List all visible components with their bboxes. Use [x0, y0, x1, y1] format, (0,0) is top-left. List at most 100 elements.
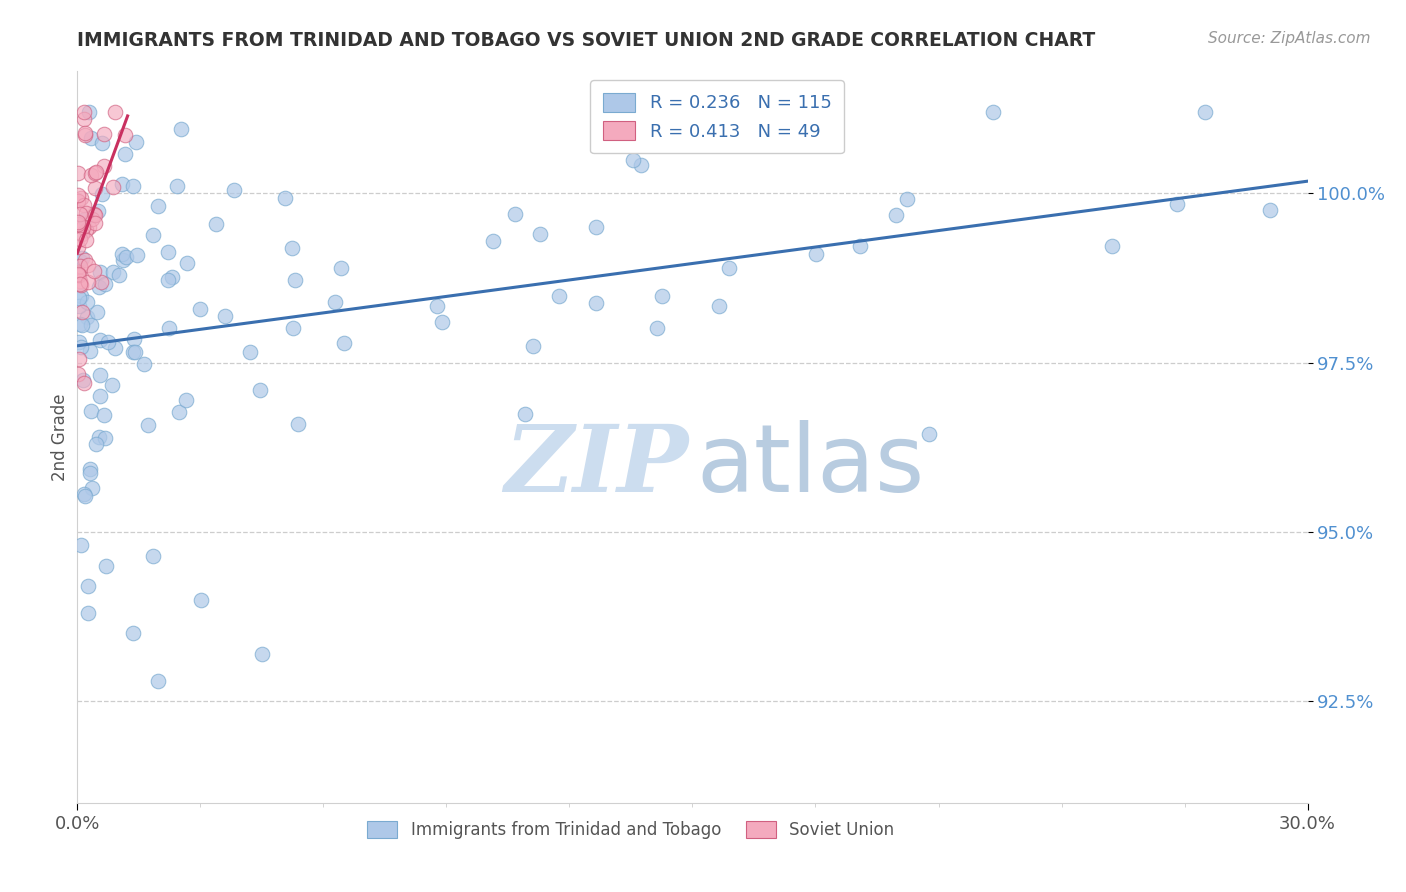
- Point: [67, 217, 90, 231]
- Point: [84, 165, 107, 179]
- Point: [112, 252, 135, 267]
- Point: [157, 245, 180, 260]
- Point: [142, 549, 165, 563]
- Point: [111, 178, 134, 192]
- Point: [104, 105, 127, 120]
- Point: [896, 192, 918, 206]
- Point: [630, 158, 652, 172]
- Point: [224, 183, 246, 197]
- Point: [69, 318, 91, 332]
- Point: [67, 291, 90, 305]
- Point: [84, 437, 107, 451]
- Point: [167, 405, 190, 419]
- Point: [1166, 197, 1188, 211]
- Point: [80, 130, 103, 145]
- Point: [67, 351, 90, 366]
- Point: [67, 265, 90, 279]
- Point: [73, 198, 96, 212]
- Y-axis label: 2nd Grade: 2nd Grade: [51, 393, 69, 481]
- Point: [157, 321, 180, 335]
- Point: [69, 231, 91, 245]
- Point: [67, 187, 90, 202]
- Point: [93, 408, 115, 422]
- Point: [67, 166, 90, 180]
- Point: [79, 466, 101, 480]
- Point: [111, 246, 134, 260]
- Point: [69, 274, 91, 288]
- Point: [190, 592, 212, 607]
- Point: [108, 268, 131, 282]
- Point: [481, 234, 503, 248]
- Point: [69, 277, 91, 292]
- Point: [804, 246, 827, 260]
- Text: IMMIGRANTS FROM TRINIDAD AND TOBAGO VS SOVIET UNION 2ND GRADE CORRELATION CHART: IMMIGRANTS FROM TRINIDAD AND TOBAGO VS S…: [77, 31, 1095, 50]
- Point: [89, 368, 111, 383]
- Point: [76, 310, 98, 325]
- Point: [70, 318, 93, 332]
- Point: [83, 166, 105, 180]
- Point: [80, 318, 103, 333]
- Point: [981, 105, 1004, 120]
- Point: [75, 233, 97, 247]
- Point: [134, 357, 156, 371]
- Point: [72, 305, 94, 319]
- Point: [93, 127, 115, 141]
- Point: [122, 332, 145, 346]
- Point: [83, 208, 105, 222]
- Point: [67, 267, 90, 281]
- Point: [585, 220, 607, 235]
- Point: [75, 205, 97, 219]
- Point: [72, 373, 94, 387]
- Point: [73, 126, 96, 140]
- Point: [1194, 105, 1216, 120]
- Point: [124, 135, 146, 149]
- Point: [651, 289, 673, 303]
- Point: [73, 376, 96, 390]
- Point: [80, 481, 103, 495]
- Point: [83, 264, 105, 278]
- Point: [160, 270, 183, 285]
- Point: [73, 105, 96, 120]
- Point: [1258, 202, 1281, 217]
- Point: [83, 207, 105, 221]
- Point: [124, 345, 146, 359]
- Point: [90, 275, 112, 289]
- Point: [67, 268, 90, 282]
- Point: [174, 393, 197, 408]
- Point: [76, 294, 98, 309]
- Point: [136, 418, 159, 433]
- Point: [67, 334, 90, 349]
- Point: [73, 489, 96, 503]
- Point: [127, 247, 149, 261]
- Point: [82, 212, 104, 227]
- Point: [188, 302, 211, 317]
- Point: [86, 305, 108, 319]
- Text: Source: ZipAtlas.com: Source: ZipAtlas.com: [1208, 31, 1371, 46]
- Text: atlas: atlas: [696, 420, 924, 512]
- Point: [886, 208, 908, 222]
- Point: [89, 389, 111, 403]
- Point: [432, 315, 454, 329]
- Point: [77, 219, 100, 234]
- Point: [333, 335, 356, 350]
- Point: [104, 341, 127, 355]
- Point: [93, 159, 115, 173]
- Point: [73, 252, 96, 267]
- Point: [101, 265, 124, 279]
- Point: [529, 227, 551, 242]
- Point: [122, 626, 145, 640]
- Point: [75, 223, 97, 237]
- Point: [70, 289, 93, 303]
- Point: [522, 339, 544, 353]
- Point: [426, 299, 449, 313]
- Point: [69, 259, 91, 273]
- Point: [849, 239, 872, 253]
- Point: [547, 289, 569, 303]
- Point: [73, 112, 96, 126]
- Point: [70, 538, 93, 552]
- Point: [87, 279, 110, 293]
- Point: [70, 227, 93, 241]
- Point: [77, 105, 100, 120]
- Point: [67, 240, 90, 254]
- Point: [273, 191, 295, 205]
